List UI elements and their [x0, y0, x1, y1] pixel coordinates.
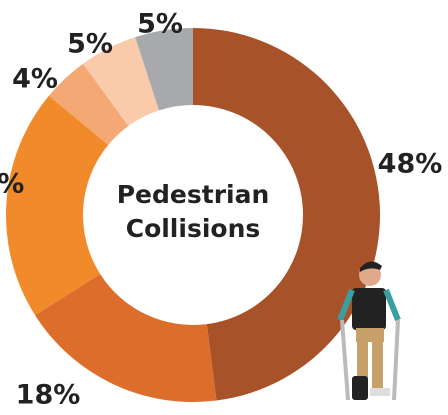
data-label: 4% — [12, 64, 58, 95]
donut-segment — [5, 95, 109, 316]
data-label: 5% — [67, 29, 113, 60]
donut-segment — [83, 37, 160, 127]
chart-title: Pedestrian Collisions — [116, 180, 270, 243]
data-label: 18% — [16, 380, 81, 411]
pedestrian-illustration — [337, 261, 401, 401]
data-label: 20% — [0, 169, 24, 200]
donut-segment — [193, 28, 381, 401]
data-label: 5% — [137, 9, 183, 40]
donut-segment — [35, 273, 217, 402]
data-label: 48% — [378, 149, 443, 180]
donut-segment — [48, 63, 129, 145]
donut-segment — [135, 28, 193, 111]
